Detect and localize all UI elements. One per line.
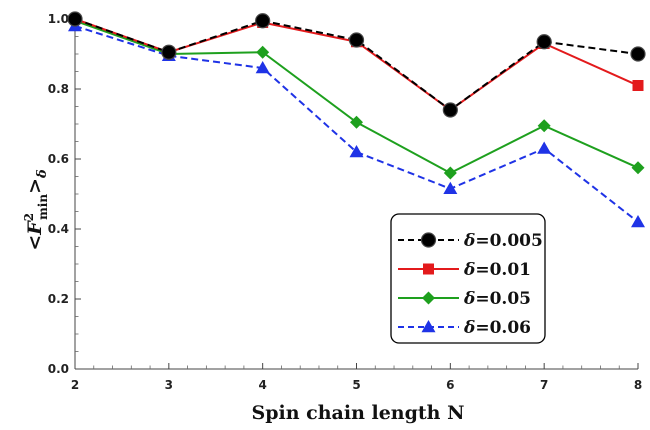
data-point-circle — [630, 46, 646, 62]
y-tick-label: 0.4 — [48, 222, 69, 236]
legend-label: δ=0.005 — [463, 231, 543, 251]
x-tick-label: 2 — [71, 378, 79, 392]
y-tick-label: 1.0 — [48, 12, 69, 26]
y-axis-title: <F2min>δ — [22, 169, 50, 251]
x-tick-label: 4 — [258, 378, 266, 392]
data-point-triangle — [255, 61, 270, 74]
data-point-triangle — [349, 145, 364, 158]
legend-label: δ=0.01 — [463, 260, 531, 280]
series-circle — [67, 11, 646, 118]
legend-marker-triangle — [421, 320, 436, 333]
legend-marker-circle — [420, 232, 437, 248]
data-point-triangle — [443, 181, 458, 194]
legend-marker-square — [423, 263, 434, 275]
data-point-circle — [255, 13, 271, 29]
x-axis-title: Spin chain length N — [252, 402, 465, 424]
y-axis-title-sub: min — [36, 194, 50, 220]
x-tick-label: 6 — [446, 378, 454, 392]
legend: δ=0.005 δ=0.01 δ=0.05 δ=0.06 — [390, 213, 546, 344]
data-point-diamond — [443, 166, 457, 180]
legend-label: δ=0.06 — [463, 318, 531, 338]
y-axis-title-index: δ — [35, 169, 50, 179]
data-point-diamond — [350, 115, 363, 129]
legend-item: δ=0.005 — [398, 231, 543, 251]
plot-frame — [74, 19, 638, 370]
y-tick-label: 0.8 — [48, 82, 69, 96]
y-axis-title-var: F — [24, 220, 46, 236]
data-point-diamond — [537, 119, 551, 133]
legend-item: δ=0.06 — [398, 318, 531, 338]
legend-item: δ=0.05 — [398, 289, 531, 309]
series-layer — [67, 11, 646, 228]
svg-text:<F2min>δ: <F2min>δ — [22, 169, 50, 251]
series-triangle — [68, 19, 645, 228]
x-tick-label: 3 — [165, 378, 173, 392]
y-axis-title-suffix: > — [24, 178, 46, 194]
data-point-triangle — [537, 141, 552, 154]
x-tick-label: 5 — [352, 378, 360, 392]
x-axis: 2 3 4 5 6 7 8 — [71, 363, 642, 392]
y-tick-label: 0.2 — [48, 292, 69, 306]
data-point-circle — [536, 34, 552, 50]
y-tick-label: 0.0 — [48, 362, 69, 376]
data-point-circle — [161, 44, 177, 60]
x-tick-label: 8 — [634, 378, 642, 392]
data-point-diamond — [256, 45, 270, 59]
data-point-circle — [67, 11, 83, 27]
legend-item: δ=0.01 — [398, 260, 531, 280]
y-axis: 0.0 0.2 0.4 0.6 0.8 1.0 — [48, 12, 81, 376]
x-tick-label: 7 — [540, 378, 548, 392]
y-tick-label: 0.6 — [48, 152, 69, 166]
y-axis-title-prefix: < — [24, 235, 46, 251]
data-point-circle — [442, 102, 458, 118]
data-point-square — [632, 80, 644, 91]
data-point-triangle — [631, 215, 645, 228]
legend-marker-diamond — [422, 291, 435, 305]
series-square — [69, 13, 644, 116]
data-point-diamond — [631, 161, 645, 175]
data-point-circle — [348, 32, 365, 48]
y-axis-title-sup: 2 — [22, 213, 36, 221]
legend-label: δ=0.05 — [463, 289, 531, 309]
